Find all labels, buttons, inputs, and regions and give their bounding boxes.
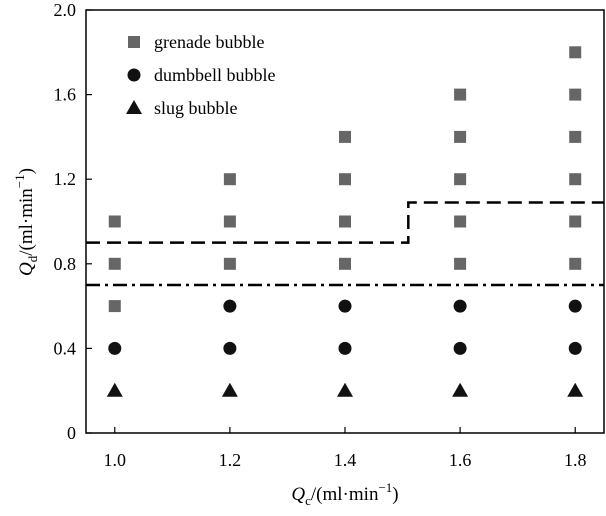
grenade-bubble-point xyxy=(569,215,582,228)
grenade-bubble-point xyxy=(223,215,236,228)
grenade-bubble-point xyxy=(339,215,351,228)
x-tick-label: 1.0 xyxy=(104,450,127,470)
grenade-bubble-point xyxy=(108,257,121,270)
grenade-bubble-point xyxy=(569,257,582,270)
y-tick-label: 1.6 xyxy=(54,85,77,105)
axis-ticks: 1.0 1.2 1.4 1.6 1.8 0 0.4 0.8 1.2 1.6 2.0 xyxy=(54,0,587,470)
slug-bubble-point xyxy=(106,382,123,397)
dumbbell-bubble-point xyxy=(338,299,352,313)
boundary-lines xyxy=(86,201,604,287)
grenade-bubble-point xyxy=(569,173,582,186)
y-axis-title: Qd/(ml·min−1) xyxy=(12,168,40,276)
grenade-bubble-point xyxy=(339,130,351,143)
grenade-bubble-point xyxy=(569,130,582,143)
dumbbell-bubble-point xyxy=(338,341,352,355)
grenade-bubble-legend-marker xyxy=(128,36,140,48)
dumbbell-bubble-legend-marker xyxy=(127,68,141,82)
dashed-boundary-line xyxy=(86,201,604,244)
grenade-bubble-point xyxy=(454,173,467,186)
x-tick-label: 1.4 xyxy=(334,450,357,470)
slug-bubble-legend-marker xyxy=(126,100,142,114)
grenade-bubble-point xyxy=(108,300,121,313)
x-axis-title: Qc/(ml·min−1) xyxy=(291,480,398,508)
x-tick-label: 1.8 xyxy=(564,450,587,470)
grenade-bubble-point xyxy=(454,88,467,101)
x-tick-label: 1.6 xyxy=(449,450,472,470)
x-axis-title-close: ) xyxy=(392,484,398,505)
grenade-bubble-legend-label: grenade bubble xyxy=(154,32,264,52)
x-axis-title-exp: −1 xyxy=(378,480,392,495)
grenade-bubble-point xyxy=(569,46,582,59)
grenade-bubble-point xyxy=(339,257,351,270)
x-axis-title-unit: /(ml·min xyxy=(311,484,379,505)
y-tick-label: 0.4 xyxy=(54,338,77,358)
grenade-bubble-point xyxy=(454,215,467,228)
slug-bubble-point xyxy=(337,382,353,397)
dumbbell-bubble-point xyxy=(453,341,467,355)
y-axis-title-exp: −1 xyxy=(12,174,27,188)
slug-bubble-point xyxy=(452,382,469,397)
x-axis-title-var: Q xyxy=(291,484,305,505)
y-tick-label: 2.0 xyxy=(54,0,77,20)
grenade-bubble-point xyxy=(108,215,121,228)
y-tick-label: 0.8 xyxy=(54,254,77,274)
dumbbell-bubble-point xyxy=(453,299,467,313)
dumbbell-bubble-legend-label: dumbbell bubble xyxy=(154,65,275,85)
grenade-bubble-point xyxy=(569,88,582,101)
slug-bubble-legend-label: slug bubble xyxy=(154,98,238,118)
legend: grenade bubble dumbbell bubble slug bubble xyxy=(126,32,275,118)
slug-bubble-point xyxy=(221,382,238,397)
dumbbell-bubble-point xyxy=(568,299,582,313)
y-tick-label: 0 xyxy=(67,423,76,443)
grenade-bubble-point xyxy=(339,173,351,186)
x-tick-label: 1.2 xyxy=(219,450,242,470)
dumbbell-bubble-point xyxy=(108,341,122,355)
dumbbell-bubble-point xyxy=(223,341,237,355)
y-axis-title-sub: d xyxy=(25,255,40,262)
y-tick-label: 1.2 xyxy=(54,169,77,189)
y-axis-title-close: ) xyxy=(16,168,37,174)
y-axis-title-unit: /(ml·min xyxy=(16,188,37,256)
grenade-bubble-point xyxy=(454,257,467,270)
grenade-bubble-point xyxy=(223,257,236,270)
x-axis-title-sub: c xyxy=(305,493,311,508)
grenade-bubble-point xyxy=(223,173,236,186)
data-markers xyxy=(106,46,584,397)
grenade-bubble-point xyxy=(454,130,467,143)
y-axis-title-var: Q xyxy=(16,262,37,276)
slug-bubble-point xyxy=(567,382,584,397)
dumbbell-bubble-point xyxy=(568,341,582,355)
dumbbell-bubble-point xyxy=(223,299,237,313)
